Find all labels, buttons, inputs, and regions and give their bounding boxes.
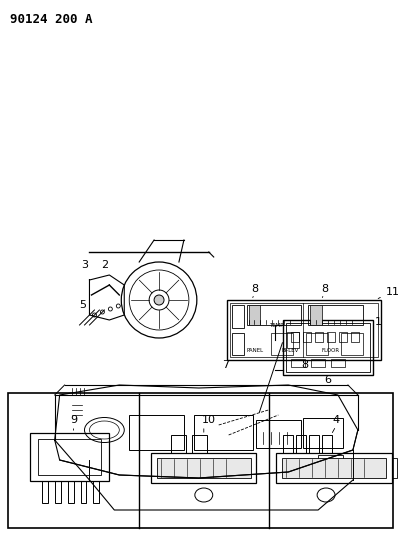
- Bar: [171, 435, 186, 453]
- Bar: [283, 435, 293, 453]
- Bar: [291, 359, 305, 367]
- Bar: [230, 303, 378, 357]
- Bar: [291, 332, 299, 342]
- Text: BI-LEV: BI-LEV: [281, 348, 299, 353]
- Bar: [303, 418, 343, 448]
- Bar: [55, 481, 60, 503]
- Text: 11: 11: [386, 287, 400, 297]
- Bar: [8, 393, 393, 528]
- Bar: [192, 435, 207, 453]
- Circle shape: [116, 304, 120, 308]
- Bar: [303, 332, 311, 342]
- Bar: [194, 415, 253, 450]
- Bar: [296, 435, 306, 453]
- Bar: [247, 305, 301, 325]
- Bar: [249, 305, 260, 325]
- Bar: [339, 332, 347, 342]
- Bar: [311, 359, 325, 367]
- Circle shape: [100, 310, 104, 314]
- Bar: [331, 359, 345, 367]
- Text: 4: 4: [332, 415, 340, 425]
- Bar: [38, 439, 102, 475]
- Bar: [256, 420, 301, 448]
- Text: FLOOR: FLOOR: [321, 348, 339, 353]
- Bar: [157, 458, 251, 478]
- Bar: [226, 300, 381, 360]
- Bar: [42, 481, 48, 503]
- Circle shape: [92, 313, 96, 317]
- Bar: [129, 415, 184, 450]
- Bar: [151, 453, 256, 483]
- Text: 8: 8: [321, 284, 328, 294]
- Text: 7: 7: [222, 360, 229, 370]
- Bar: [341, 333, 363, 355]
- Text: 10: 10: [202, 415, 216, 425]
- Bar: [93, 481, 100, 503]
- Bar: [322, 435, 332, 453]
- Bar: [392, 458, 397, 478]
- Bar: [309, 435, 319, 453]
- Bar: [327, 332, 335, 342]
- Text: 9: 9: [70, 415, 77, 425]
- Bar: [271, 333, 293, 355]
- Text: 8: 8: [301, 360, 308, 370]
- Text: 3: 3: [81, 260, 89, 270]
- Bar: [232, 305, 243, 328]
- Bar: [287, 332, 299, 348]
- Text: 6: 6: [324, 375, 332, 385]
- Bar: [306, 333, 328, 355]
- Bar: [318, 455, 343, 470]
- Text: PANEL: PANEL: [247, 348, 264, 353]
- Circle shape: [154, 295, 164, 305]
- Bar: [310, 305, 322, 325]
- Bar: [68, 481, 74, 503]
- Bar: [232, 333, 243, 355]
- Bar: [283, 458, 386, 478]
- Bar: [30, 433, 109, 481]
- Bar: [315, 332, 323, 342]
- Text: 90124 200 A: 90124 200 A: [10, 13, 92, 26]
- Bar: [308, 305, 363, 325]
- Text: 2: 2: [102, 260, 108, 270]
- Circle shape: [108, 307, 112, 311]
- Bar: [283, 320, 373, 375]
- Bar: [286, 323, 370, 372]
- Bar: [81, 481, 87, 503]
- Text: 5: 5: [79, 300, 87, 310]
- Text: TEMP: TEMP: [269, 323, 284, 328]
- Text: 8: 8: [251, 284, 259, 294]
- Bar: [276, 453, 392, 483]
- Bar: [351, 332, 359, 342]
- Text: 1: 1: [375, 317, 382, 327]
